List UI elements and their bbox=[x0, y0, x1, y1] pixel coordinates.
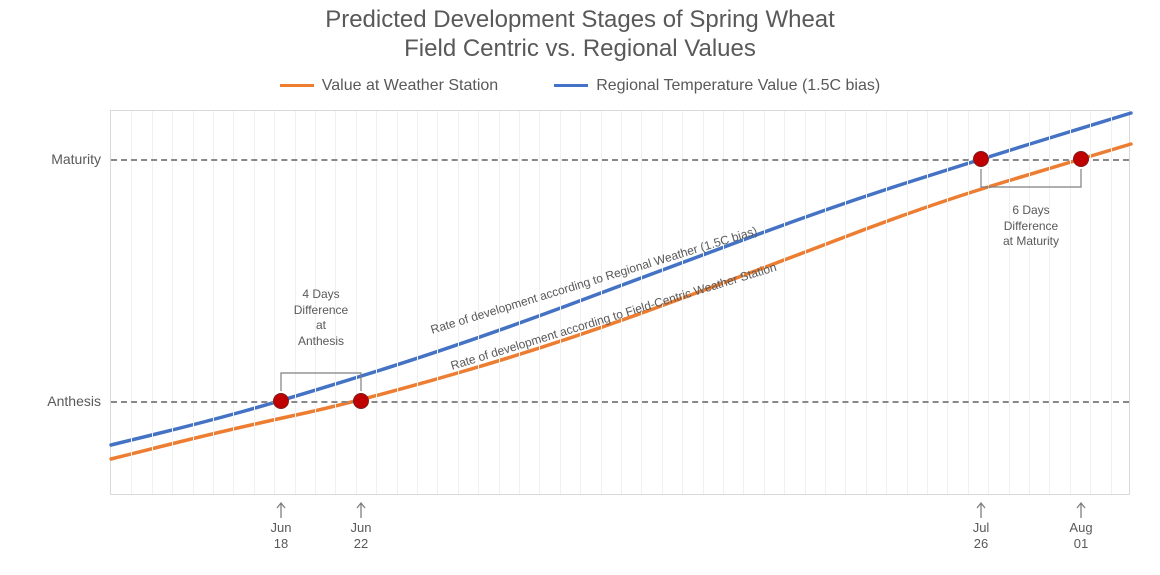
legend-label: Value at Weather Station bbox=[322, 77, 498, 95]
title-line-2: Field Centric vs. Regional Values bbox=[0, 35, 1160, 64]
x-callout-label: Jun18 bbox=[271, 520, 292, 551]
x-callout-label: Jun22 bbox=[351, 520, 372, 551]
title-line-1: Predicted Development Stages of Spring W… bbox=[0, 6, 1160, 35]
marker-regional-maturity bbox=[973, 151, 989, 167]
marker-regional-anthesis bbox=[273, 393, 289, 409]
legend-swatch bbox=[280, 84, 314, 87]
legend-swatch bbox=[554, 84, 588, 87]
plot-area: AnthesisMaturityRate of development acco… bbox=[110, 110, 1130, 495]
legend-item-1: Regional Temperature Value (1.5C bias) bbox=[554, 77, 880, 95]
annotation-label: 4 DaysDifferenceatAnthesis bbox=[294, 287, 348, 349]
marker-station-anthesis bbox=[353, 393, 369, 409]
hline-anthesis bbox=[111, 401, 1129, 403]
legend-item-0: Value at Weather Station bbox=[280, 77, 498, 95]
y-label-anthesis: Anthesis bbox=[47, 393, 101, 409]
legend-label: Regional Temperature Value (1.5C bias) bbox=[596, 77, 880, 95]
annotation-label: 6 DaysDifferenceat Maturity bbox=[1003, 203, 1059, 250]
marker-station-maturity bbox=[1073, 151, 1089, 167]
y-label-maturity: Maturity bbox=[51, 151, 101, 167]
x-callout-label: Jul26 bbox=[973, 520, 990, 551]
legend: Value at Weather Station Regional Tempera… bbox=[0, 74, 1160, 95]
x-callout-label: Aug01 bbox=[1069, 520, 1092, 551]
chart-title: Predicted Development Stages of Spring W… bbox=[0, 6, 1160, 64]
chart-container: Predicted Development Stages of Spring W… bbox=[0, 0, 1160, 575]
